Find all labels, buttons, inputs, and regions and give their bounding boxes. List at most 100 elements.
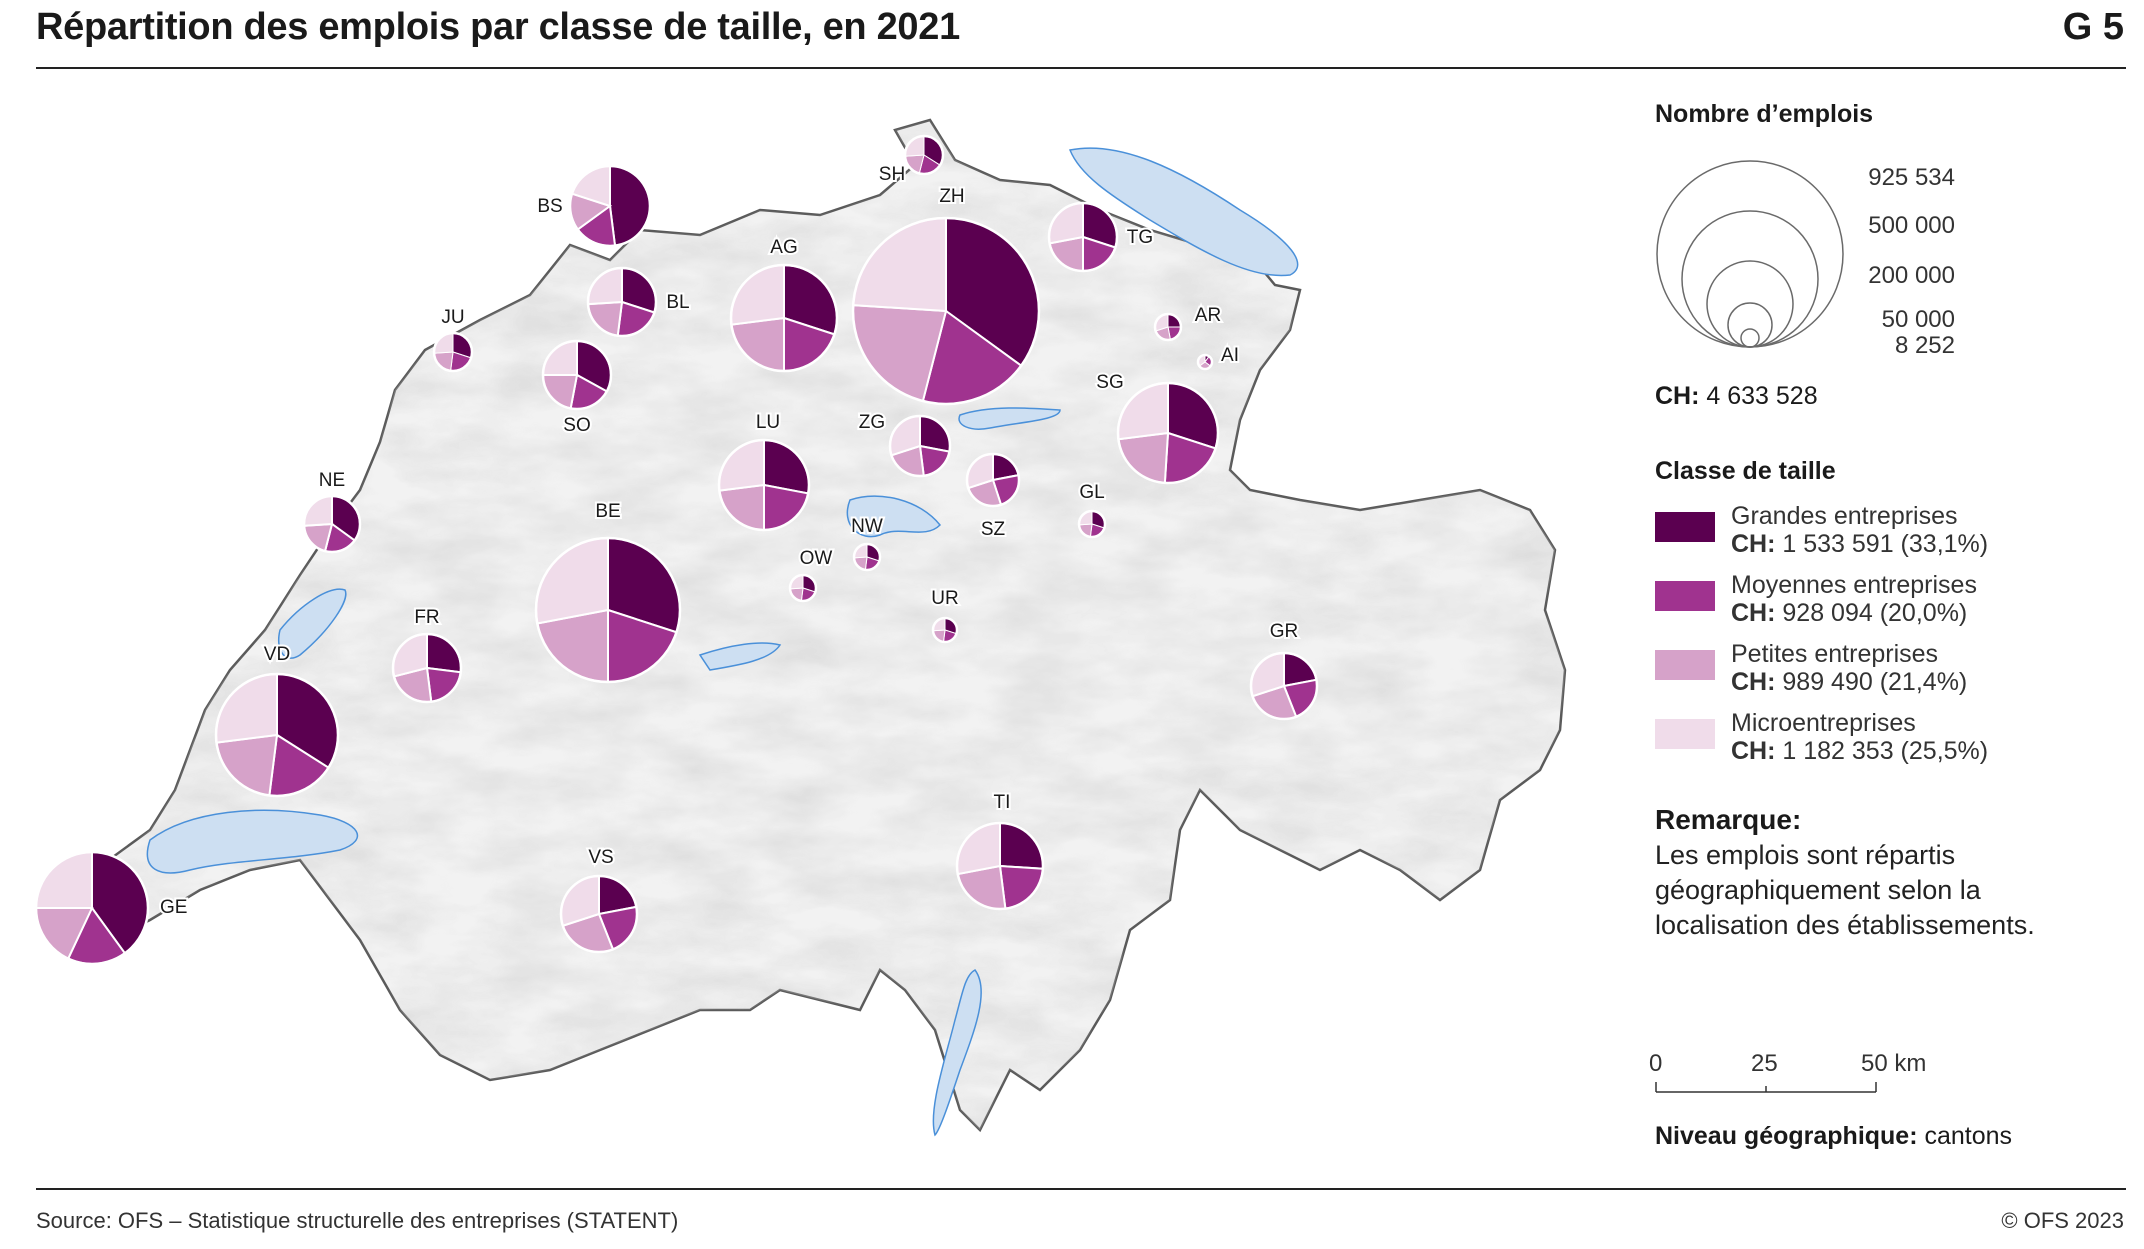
canton-label-sh: SH (879, 164, 905, 185)
scale-label-50: 50 km (1861, 1050, 1927, 1077)
scale-label-0: 0 (1649, 1050, 1663, 1077)
size-label-2: 500 000 (1868, 212, 1955, 239)
pie-ge (34, 850, 150, 966)
pie-ow (788, 573, 818, 603)
pie-ti (955, 821, 1045, 911)
canton-label-ti: TI (994, 792, 1011, 813)
lake-maggiore (932, 969, 982, 1137)
pie-outline-zg (888, 414, 952, 478)
pie-vs (559, 874, 639, 954)
pie-outline-ge (34, 850, 150, 966)
class-value: CH: 928 094 (20,0%) (1731, 599, 1968, 627)
pie-fr (391, 632, 463, 704)
remark-title: Remarque: (1655, 804, 1802, 835)
pie-sg (1116, 381, 1220, 485)
pie-outline-bs (568, 164, 652, 248)
pie-outline-sz (965, 452, 1021, 508)
canton-label-fr: FR (414, 607, 439, 628)
scale-label-25: 25 (1751, 1050, 1778, 1077)
size-label-4: 50 000 (1881, 306, 1955, 333)
pie-outline-gl (1077, 509, 1107, 539)
lake-neuchatel (278, 588, 347, 659)
pie-layer (34, 134, 1319, 966)
pie-outline-vd (214, 672, 340, 798)
size-label-1: 925 534 (1868, 164, 1955, 191)
geo-level: Niveau géographique: cantons (1655, 1122, 2013, 1150)
canton-label-layer: ZH BE VD GE AG SG LU TI BS VS FR SO TG BL GR ZG NE SZ JU SH… (158, 162, 1300, 920)
size-label-5: 8 252 (1894, 332, 1955, 359)
lake-zurich (958, 407, 1061, 430)
pie-outline-ur (931, 616, 959, 644)
source-note: Source: OFS – Statistique structurelle d… (36, 1208, 679, 1233)
size-circle-50000 (1727, 302, 1773, 348)
canton-label-ur: UR (931, 588, 958, 609)
pie-gl (1077, 509, 1107, 539)
pie-outline-ai (1196, 353, 1214, 371)
pie-outline-bl (586, 266, 658, 338)
pie-lu (717, 438, 811, 532)
canton-label-vs: VS (588, 847, 613, 868)
canton-label-lu: LU (756, 412, 780, 433)
pie-zg (888, 414, 952, 478)
switzerland-outline (58, 118, 1567, 1133)
class-name: Moyennes entreprises (1731, 571, 1977, 599)
canton-label-zh: ZH (939, 186, 964, 207)
ch-total: CH: 4 633 528 (1655, 382, 1818, 410)
pie-outline-vs (559, 874, 639, 954)
pie-outline-lu (717, 438, 811, 532)
canton-label-ne: NE (319, 470, 345, 491)
lake-geneva (146, 809, 359, 874)
class-value: CH: 1 533 591 (33,1%) (1731, 530, 1989, 558)
pie-outline-zh (851, 216, 1041, 406)
swatch-grandes (1655, 512, 1715, 542)
canton-label-vd: VD (264, 644, 290, 665)
lake-constance (1068, 147, 1299, 277)
pie-bl (586, 266, 658, 338)
pie-outline-nw (852, 542, 882, 572)
canton-label-ow: OW (800, 548, 833, 569)
pie-ur (931, 616, 959, 644)
lake-lucerne (846, 495, 942, 538)
pie-be (534, 536, 682, 684)
pie-bs (568, 164, 652, 248)
scale-bar (1655, 1082, 1877, 1093)
canton-label-bl: BL (666, 292, 689, 313)
class-legend-title: Classe de taille (1655, 457, 1836, 485)
canton-label-ju: JU (441, 307, 464, 328)
swatch-micro (1655, 719, 1715, 749)
page-title: Répartition des emplois par classe de ta… (36, 6, 960, 48)
remark-text: Les emplois sont répartis géographiqueme… (1655, 840, 2035, 940)
class-value: CH: 1 182 353 (25,5%) (1731, 737, 1989, 765)
swatch-moyennes (1655, 581, 1715, 611)
pie-sh (903, 134, 945, 176)
pie-tg (1047, 201, 1119, 273)
canton-label-ag: AG (770, 237, 797, 258)
header-rule (36, 67, 2126, 69)
class-value: CH: 989 490 (21,4%) (1731, 668, 1968, 696)
pie-outline-ne (302, 494, 362, 554)
swatch-petites (1655, 650, 1715, 680)
pie-zh (851, 216, 1041, 406)
pie-ag (729, 263, 839, 373)
copyright: © OFS 2023 (2001, 1208, 2124, 1233)
lakes (146, 147, 1299, 1137)
canton-label-ar: AR (1195, 305, 1221, 326)
canton-label-ge: GE (160, 897, 187, 918)
pie-ar (1153, 312, 1183, 342)
pie-ai (1196, 353, 1214, 371)
pie-ju (432, 331, 474, 373)
pie-outline-ar (1153, 312, 1183, 342)
pie-outline-gr (1249, 651, 1319, 721)
pie-outline-fr (391, 632, 463, 704)
pie-outline-ow (788, 573, 818, 603)
canton-label-nw: NW (851, 516, 883, 537)
graphic-number: G 5 (2062, 6, 2124, 48)
size-circle-8252 (1740, 328, 1760, 348)
pie-outline-be (534, 536, 682, 684)
canton-label-be: BE (595, 501, 620, 522)
pie-so (541, 339, 613, 411)
lake-thun (698, 642, 782, 671)
canton-label-sg: SG (1096, 372, 1123, 393)
class-name: Microentreprises (1731, 709, 1916, 737)
canton-label-gr: GR (1270, 621, 1299, 642)
